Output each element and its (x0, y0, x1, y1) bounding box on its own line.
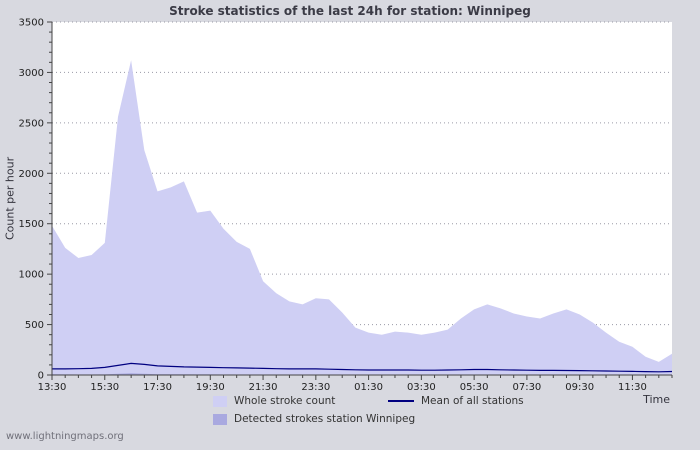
watermark-link[interactable]: www.lightningmaps.org (6, 431, 124, 442)
chart-title: Stroke statistics of the last 24h for st… (169, 4, 531, 18)
y-axis-label: Count per hour (3, 156, 17, 241)
svg-text:2000: 2000 (19, 169, 44, 180)
svg-text:07:30: 07:30 (512, 382, 541, 393)
svg-text:21:30: 21:30 (249, 382, 278, 393)
svg-text:19:30: 19:30 (196, 382, 225, 393)
legend-swatch-detected (213, 413, 227, 425)
x-axis-label: Time (643, 393, 670, 406)
legend-item-whole-stroke-count: Whole stroke count (213, 395, 335, 407)
legend-item-mean-of-all-stations: Mean of all stations (388, 395, 524, 407)
svg-text:13:30: 13:30 (38, 382, 67, 393)
legend-item-detected-strokes: Detected strokes station Winnipeg (213, 413, 415, 425)
svg-text:3000: 3000 (19, 68, 44, 79)
svg-text:11:30: 11:30 (618, 382, 647, 393)
svg-text:2500: 2500 (19, 118, 44, 129)
legend-label-detected: Detected strokes station Winnipeg (234, 413, 416, 425)
svg-text:03:30: 03:30 (407, 382, 436, 393)
svg-text:15:30: 15:30 (90, 382, 119, 393)
svg-text:1500: 1500 (19, 219, 44, 230)
svg-text:01:30: 01:30 (354, 382, 383, 393)
legend-swatch-mean (388, 400, 414, 402)
legend-swatch-whole (213, 395, 227, 407)
legend-label-whole: Whole stroke count (234, 395, 336, 407)
svg-text:17:30: 17:30 (143, 382, 172, 393)
legend-label-mean: Mean of all stations (421, 395, 524, 407)
svg-text:0: 0 (38, 371, 44, 382)
svg-text:500: 500 (25, 320, 44, 331)
svg-text:09:30: 09:30 (565, 382, 594, 393)
svg-text:1000: 1000 (19, 270, 44, 281)
svg-text:05:30: 05:30 (460, 382, 489, 393)
svg-text:23:30: 23:30 (301, 382, 330, 393)
svg-text:3500: 3500 (19, 18, 44, 29)
